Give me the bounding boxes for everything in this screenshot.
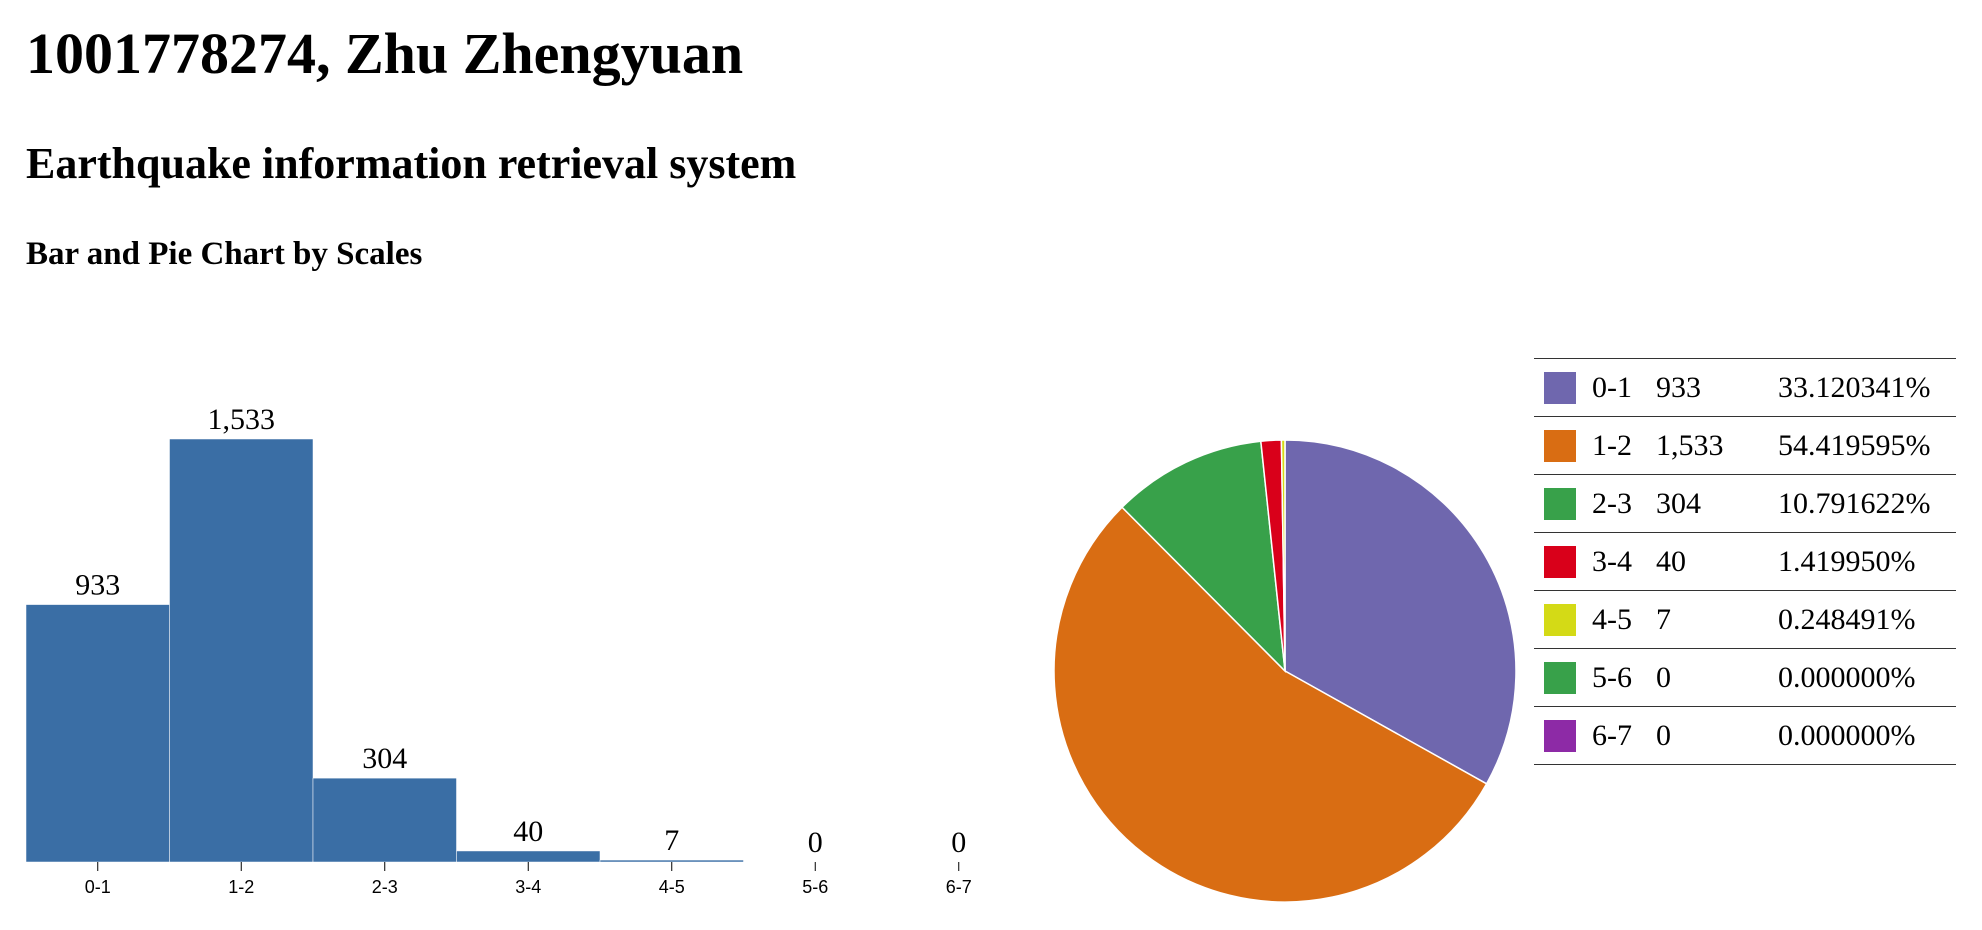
- legend-swatch: [1544, 661, 1576, 694]
- legend-row: 4-5 7 0.248491%: [1534, 590, 1956, 649]
- bar-value-label: 0: [951, 826, 966, 859]
- x-tick-label: 2-3: [372, 877, 398, 897]
- legend-count: 933: [1656, 358, 1778, 417]
- legend-range: 0-1: [1592, 358, 1656, 417]
- page-title: 1001778274, Zhu Zhengyuan: [26, 21, 744, 86]
- bar-value-label: 7: [664, 824, 679, 857]
- legend-range: 1-2: [1592, 416, 1656, 475]
- legend-row: 1-2 1,533 54.419595%: [1534, 416, 1956, 475]
- legend-count: 304: [1656, 474, 1778, 533]
- legend-count: 0: [1656, 706, 1778, 765]
- legend-percent: 10.791622%: [1778, 474, 1956, 533]
- legend-swatch-cell: [1534, 474, 1592, 533]
- legend-percent: 54.419595%: [1778, 416, 1956, 475]
- legend-swatch-cell: [1534, 590, 1592, 649]
- legend-row: 5-6 0 0.000000%: [1534, 648, 1956, 707]
- legend-row: 3-4 40 1.419950%: [1534, 532, 1956, 591]
- bar-chart: 933 0-1 1,533 1-2 304 2-3 40 3-4 7 4-5 0 5-6 0 6-7: [25, 403, 972, 897]
- legend-swatch: [1544, 719, 1576, 752]
- x-tick-label: 4-5: [659, 877, 685, 897]
- legend-row: 0-1 933 33.120341%: [1534, 358, 1956, 417]
- bar-value-label: 1,533: [208, 403, 276, 436]
- legend-swatch: [1544, 603, 1576, 636]
- legend-count: 1,533: [1656, 416, 1778, 475]
- bar-value-label: 304: [362, 742, 407, 775]
- legend-swatch: [1544, 487, 1576, 520]
- legend-swatch-cell: [1534, 648, 1592, 707]
- bar-value-label: 40: [513, 815, 543, 848]
- x-tick-label: 0-1: [85, 877, 111, 897]
- bar-value-label: 0: [808, 826, 823, 859]
- legend-swatch-cell: [1534, 532, 1592, 591]
- legend-swatch-cell: [1534, 416, 1592, 475]
- bar-1-2: [169, 438, 314, 863]
- section-title: Bar and Pie Chart by Scales: [26, 236, 423, 272]
- legend-percent: 0.000000%: [1778, 706, 1956, 765]
- pie-slice-4-5: [1280, 439, 1286, 672]
- page-subtitle: Earthquake information retrieval system: [26, 139, 797, 188]
- pie-legend: 0-1 933 33.120341% 1-2 1,533 54.419595% 2-3 304…: [1534, 358, 1956, 765]
- legend-percent: 0.000000%: [1778, 648, 1956, 707]
- legend-row: 6-7 0 0.000000%: [1534, 706, 1956, 765]
- legend-count: 0: [1656, 648, 1778, 707]
- x-tick-label: 3-4: [515, 877, 541, 897]
- pie-slice-2-3: [1121, 440, 1286, 674]
- legend-range: 3-4: [1592, 532, 1656, 591]
- legend-range: 4-5: [1592, 590, 1656, 649]
- bar-value-label: 933: [75, 569, 120, 602]
- legend-range: 2-3: [1592, 474, 1656, 533]
- legend-percent: 1.419950%: [1778, 532, 1956, 591]
- x-tick-label: 5-6: [802, 877, 828, 897]
- legend-swatch-cell: [1534, 358, 1592, 417]
- x-tick-label: 6-7: [946, 877, 972, 897]
- legend-swatch-cell: [1534, 706, 1592, 765]
- legend-count: 40: [1656, 532, 1778, 591]
- pie-slice-0-1: [1284, 439, 1517, 785]
- legend-percent: 0.248491%: [1778, 590, 1956, 649]
- legend-count: 7: [1656, 590, 1778, 649]
- legend-swatch: [1544, 371, 1576, 404]
- bar-2-3: [312, 777, 457, 863]
- legend-swatch: [1544, 429, 1576, 462]
- pie-slice-1-2: [1053, 506, 1488, 903]
- legend-row: 2-3 304 10.791622%: [1534, 474, 1956, 533]
- legend-percent: 33.120341%: [1778, 358, 1956, 417]
- x-tick-label: 1-2: [228, 877, 254, 897]
- legend-range: 5-6: [1592, 648, 1656, 707]
- legend-swatch: [1544, 545, 1576, 578]
- legend-range: 6-7: [1592, 706, 1656, 765]
